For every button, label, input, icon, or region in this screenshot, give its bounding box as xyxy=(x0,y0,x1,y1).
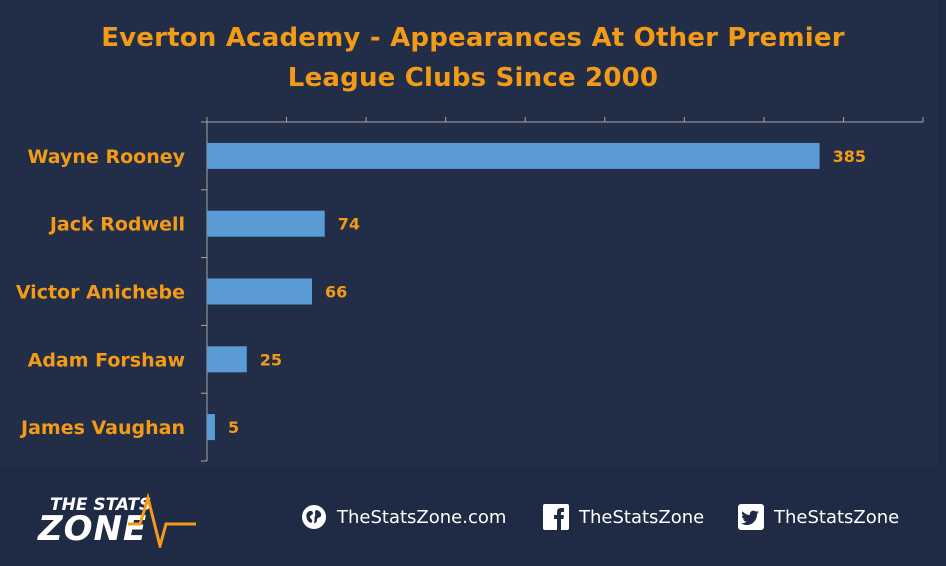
twitter-icon xyxy=(738,504,764,530)
website-link[interactable]: TheStatsZone.com xyxy=(301,502,506,532)
logo-text-top: THE STATS xyxy=(50,495,151,515)
data-label: 74 xyxy=(338,215,360,234)
globe-icon xyxy=(302,505,326,529)
facebook-link-label: TheStatsZone xyxy=(579,506,705,528)
facebook-link[interactable]: TheStatsZone xyxy=(543,502,704,532)
website-link-label: TheStatsZone.com xyxy=(337,506,507,528)
chart-title-line-1: Everton Academy - Appearances At Other P… xyxy=(101,23,845,53)
stats-zone-logo: THE STATS ZONE xyxy=(37,492,196,548)
logo-pulse-line xyxy=(128,492,196,548)
bar xyxy=(207,278,313,305)
twitter-link[interactable]: TheStatsZone xyxy=(738,502,899,532)
data-label: 5 xyxy=(228,418,239,437)
bar xyxy=(207,210,325,237)
chart-title-line-2: League Clubs Since 2000 xyxy=(287,63,659,93)
bar xyxy=(207,142,820,169)
category-label: James Vaughan xyxy=(19,417,185,439)
category-label: Victor Anichebe xyxy=(16,282,185,304)
category-label: Adam Forshaw xyxy=(28,349,185,371)
category-label: Jack Rodwell xyxy=(48,214,185,236)
chart-panel xyxy=(0,0,938,466)
category-label: Wayne Rooney xyxy=(28,146,186,168)
twitter-link-label: TheStatsZone xyxy=(774,506,900,528)
data-label: 25 xyxy=(260,350,282,369)
data-label: 66 xyxy=(325,283,347,302)
bar xyxy=(207,414,215,441)
facebook-icon xyxy=(543,504,569,530)
logo-text-bottom: ZONE xyxy=(37,509,147,548)
data-label: 385 xyxy=(833,147,866,166)
chart-title: Everton Academy - Appearances At Other P… xyxy=(0,18,946,98)
footer: THE STATS ZONE TheStatsZone.com TheStats… xyxy=(0,466,946,566)
bar-chart: Wayne Rooney 385 Jack Rodwell 74 Victor Anic… xyxy=(16,117,924,462)
bar xyxy=(207,346,247,373)
